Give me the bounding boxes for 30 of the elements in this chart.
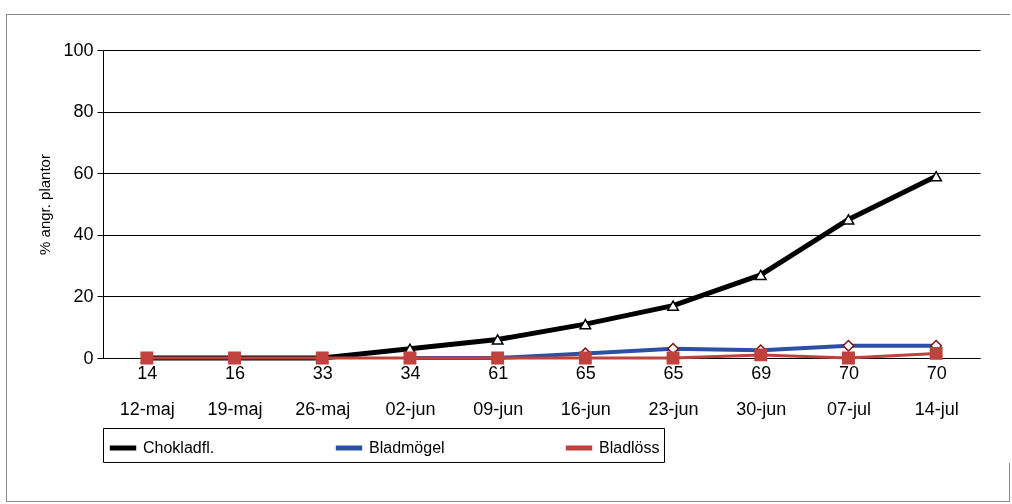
point	[842, 351, 855, 365]
point	[929, 346, 943, 360]
point	[666, 351, 680, 365]
y-tick-label: 100	[63, 39, 94, 60]
point	[579, 318, 592, 330]
point	[491, 334, 504, 345]
y-tick-label: 0	[83, 347, 94, 368]
point	[667, 300, 680, 311]
x-tick-label: 69 30-jun	[736, 362, 787, 419]
x-tick-label: 65 16-jun	[560, 362, 611, 419]
legend-label: Bladlöss	[599, 439, 660, 456]
legend-label: Bladmögel	[369, 439, 445, 456]
x-tick-label: 70 14-jul	[914, 362, 959, 419]
x-tick-label: 14 12-maj	[119, 362, 175, 419]
x-tick-label: 34 02-jun	[385, 362, 436, 419]
legend-label: Chokladfl.	[143, 439, 215, 456]
y-tick-label: 40	[73, 224, 94, 245]
x-tick-label: 70 07-jul	[826, 362, 871, 419]
point	[754, 269, 767, 281]
x-tick-label: 65 23-jun	[648, 362, 699, 419]
x-tick-label: 16 19-maj	[207, 362, 263, 419]
point	[754, 348, 768, 362]
point	[930, 170, 943, 182]
point	[578, 351, 592, 365]
y-axis-title: % angr. plantor	[36, 154, 54, 255]
x-tick-label: 33 26-maj	[295, 362, 351, 419]
y-tick-label: 20	[73, 285, 94, 306]
y-tick-label: 60	[73, 162, 94, 183]
x-tick-label: 61 09-jun	[473, 362, 524, 419]
y-tick-label: 80	[73, 101, 94, 122]
